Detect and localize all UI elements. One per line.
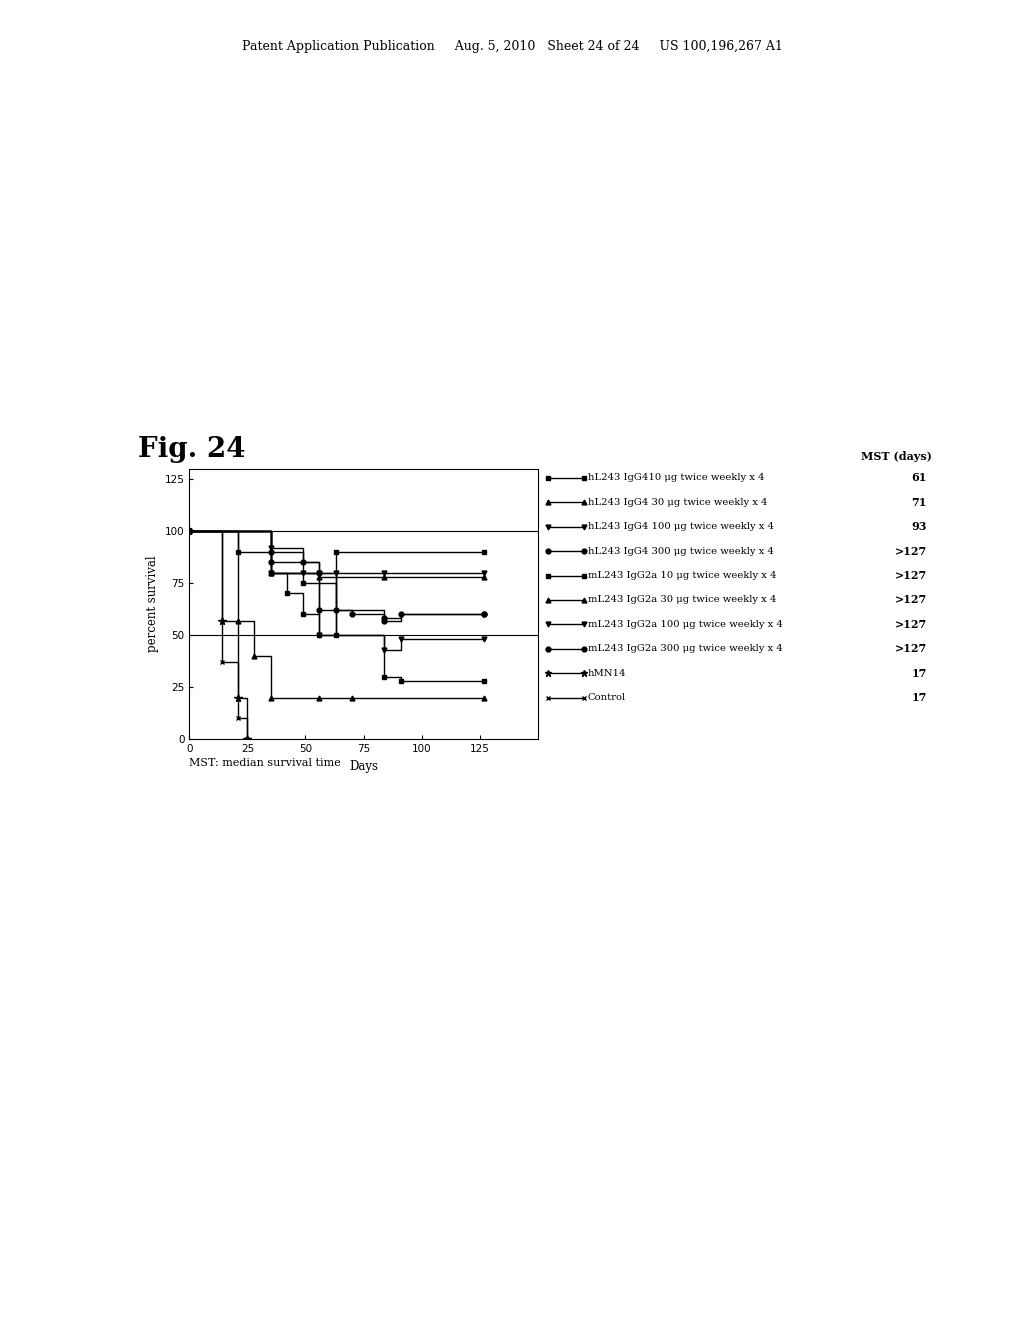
Text: hMN14: hMN14 (588, 669, 627, 677)
Text: mL243 IgG2a 30 μg twice weekly x 4: mL243 IgG2a 30 μg twice weekly x 4 (588, 595, 776, 605)
Text: Patent Application Publication     Aug. 5, 2010   Sheet 24 of 24     US 100,196,: Patent Application Publication Aug. 5, 2… (242, 40, 782, 53)
Text: 93: 93 (911, 521, 927, 532)
Text: hL243 IgG410 μg twice weekly x 4: hL243 IgG410 μg twice weekly x 4 (588, 474, 764, 482)
Text: hL243 IgG4 30 μg twice weekly x 4: hL243 IgG4 30 μg twice weekly x 4 (588, 498, 767, 507)
Text: >127: >127 (895, 619, 927, 630)
X-axis label: Days: Days (349, 759, 378, 772)
Text: hL243 IgG4 100 μg twice weekly x 4: hL243 IgG4 100 μg twice weekly x 4 (588, 523, 774, 531)
Text: >127: >127 (895, 570, 927, 581)
Text: mL243 IgG2a 300 μg twice weekly x 4: mL243 IgG2a 300 μg twice weekly x 4 (588, 644, 782, 653)
Y-axis label: percent survival: percent survival (146, 556, 159, 652)
Text: hL243 IgG4 300 μg twice weekly x 4: hL243 IgG4 300 μg twice weekly x 4 (588, 546, 774, 556)
Text: Control: Control (588, 693, 626, 702)
Text: mL243 IgG2a 10 μg twice weekly x 4: mL243 IgG2a 10 μg twice weekly x 4 (588, 572, 776, 579)
Text: 17: 17 (911, 692, 927, 704)
Text: MST: median survival time: MST: median survival time (189, 758, 341, 768)
Text: >127: >127 (895, 545, 927, 557)
Text: >127: >127 (895, 594, 927, 606)
Text: 71: 71 (911, 496, 927, 508)
Text: Fig. 24: Fig. 24 (138, 436, 246, 462)
Text: MST (days): MST (days) (861, 451, 932, 462)
Text: >127: >127 (895, 643, 927, 655)
Text: 17: 17 (911, 668, 927, 678)
Text: mL243 IgG2a 100 μg twice weekly x 4: mL243 IgG2a 100 μg twice weekly x 4 (588, 620, 782, 628)
Text: 61: 61 (911, 473, 927, 483)
